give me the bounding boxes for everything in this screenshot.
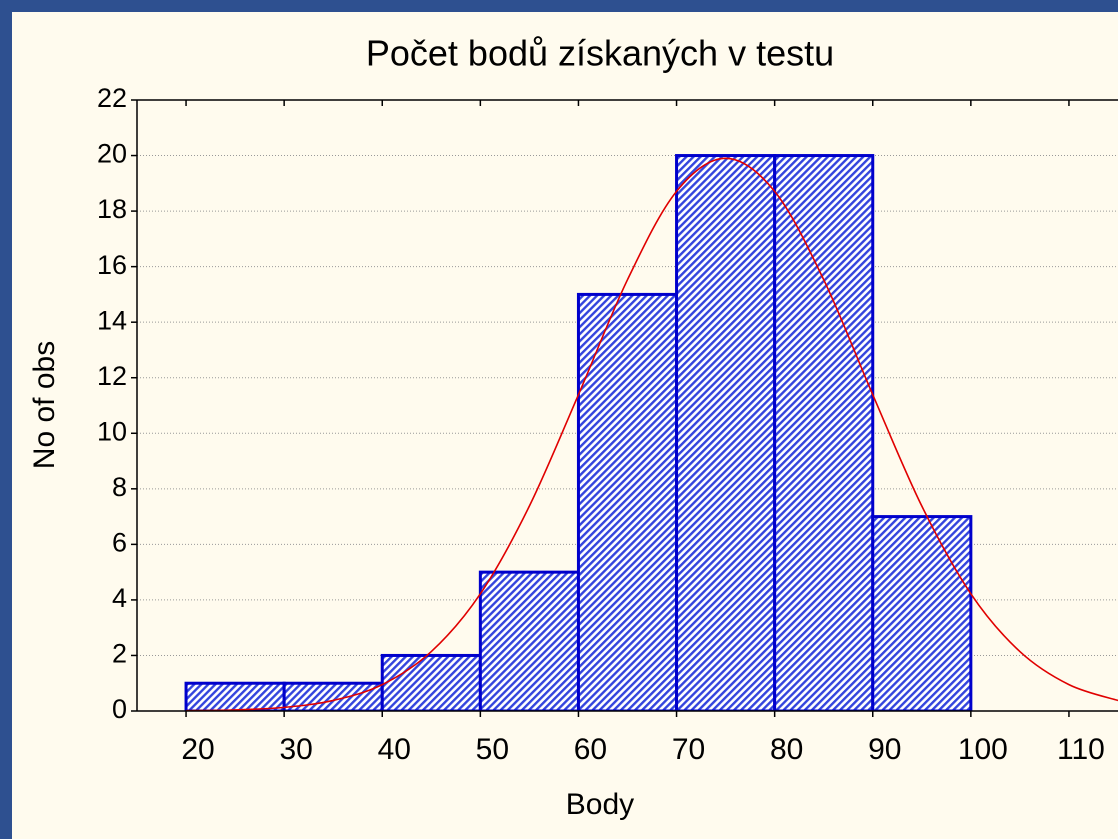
bar	[478, 570, 580, 711]
y-tick-label: 16	[97, 250, 127, 280]
y-tick-label: 14	[97, 305, 127, 335]
y-tick-label: 6	[112, 527, 127, 557]
axes: 0 2 4 6 8 10 12 14 16 18 20 22 20 30 40 50 60 70 80 90 100 11…	[97, 83, 1118, 766]
y-tick-label: 10	[97, 416, 127, 446]
y-tick-label: 18	[97, 194, 127, 224]
bar	[282, 681, 384, 711]
x-tick-label: 70	[672, 733, 705, 766]
bar	[773, 154, 875, 711]
x-tick-label: 100	[958, 733, 1008, 766]
bar	[380, 653, 482, 711]
plot-area	[137, 100, 1118, 711]
x-tick-label: 60	[574, 733, 607, 766]
x-tick-label: 40	[378, 733, 411, 766]
x-tick-label: 20	[181, 733, 214, 766]
y-tick-label: 20	[97, 139, 127, 169]
y-tick-label: 2	[112, 639, 127, 669]
y-tick-label: 4	[112, 583, 127, 613]
bar	[675, 154, 777, 711]
x-axis-label: Body	[566, 788, 634, 821]
bar	[576, 292, 679, 711]
y-tick-label: 8	[112, 472, 127, 502]
x-tick-label: 30	[279, 733, 312, 766]
y-tick-label: 22	[97, 83, 127, 113]
bar	[184, 681, 286, 711]
y-tick-label: 0	[112, 694, 127, 724]
fit-curve	[186, 157, 1118, 711]
x-tick-label: 80	[770, 733, 803, 766]
x-tick-label: 50	[476, 733, 509, 766]
y-axis-label: No of obs	[28, 341, 61, 469]
y-tick-label: 12	[97, 361, 127, 391]
x-tick-label: 90	[868, 733, 901, 766]
bar	[871, 515, 973, 711]
chart-title: Počet bodů získaných v testu	[366, 33, 834, 74]
x-tick-label: 110	[1057, 733, 1105, 766]
